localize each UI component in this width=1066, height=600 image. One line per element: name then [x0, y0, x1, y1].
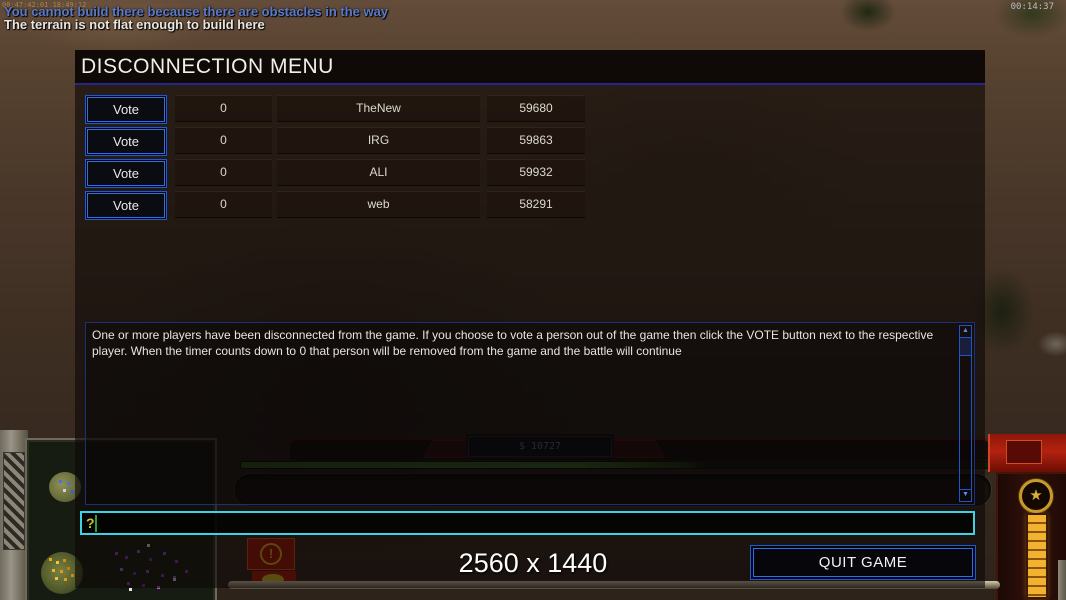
- chat-input-value: ?: [86, 515, 95, 531]
- vote-button[interactable]: Vote: [85, 191, 167, 220]
- faction-emblem-icon: ★: [1019, 479, 1053, 513]
- dialog-title-bar: DISCONNECTION MENU: [75, 50, 985, 83]
- dialog-title: DISCONNECTION MENU: [81, 55, 334, 78]
- player-row: Vote 0 web 58291: [75, 191, 985, 220]
- match-timer: 00:14:37: [1010, 2, 1054, 12]
- player-name: IRG: [277, 127, 480, 154]
- player-name: TheNew: [277, 95, 480, 122]
- timeout-value: 59863: [487, 127, 585, 154]
- player-name: web: [277, 191, 480, 218]
- minimap-unit-dots: [49, 558, 52, 561]
- vote-count: 0: [175, 95, 272, 122]
- hud-corner-frame: [1058, 560, 1066, 600]
- hud-red-inset: [1006, 440, 1042, 464]
- player-row: Vote 0 ALI 59932: [75, 159, 985, 188]
- chat-input[interactable]: ?: [80, 511, 975, 535]
- description-box: One or more players have been disconnect…: [85, 322, 975, 505]
- scrollbar-up-icon[interactable]: ▲: [960, 326, 971, 338]
- player-name: ALI: [277, 159, 480, 186]
- timeout-value: 59680: [487, 95, 585, 122]
- player-row: Vote 0 TheNew 59680: [75, 95, 985, 124]
- disconnection-dialog: DISCONNECTION MENU Vote 0 TheNew 59680 V…: [75, 50, 985, 588]
- quit-game-button[interactable]: QUIT GAME: [750, 545, 976, 580]
- scrollbar[interactable]: ▲ ▼: [959, 325, 972, 502]
- hud-left-frame: [0, 430, 28, 600]
- vote-count: 0: [175, 127, 272, 154]
- experience-gauge: [1026, 513, 1048, 599]
- terrain-warning-message: The terrain is not flat enough to build …: [4, 17, 265, 32]
- timeout-value: 59932: [487, 159, 585, 186]
- scrollbar-down-icon[interactable]: ▼: [960, 489, 971, 501]
- vote-count: 0: [175, 191, 272, 218]
- vote-button[interactable]: Vote: [85, 95, 167, 124]
- title-divider: [75, 83, 985, 85]
- hud-right-panel-top: [988, 434, 1066, 472]
- obstacle-warning-message: You cannot build there because there are…: [4, 4, 389, 19]
- debug-clock-text: 08:47:42:01 18:49:12: [2, 1, 87, 9]
- text-caret: [95, 515, 97, 532]
- vote-count: 0: [175, 159, 272, 186]
- vote-button[interactable]: Vote: [85, 127, 167, 156]
- description-text: One or more players have been disconnect…: [92, 328, 934, 359]
- hazard-stripes: [3, 452, 25, 550]
- player-row: Vote 0 IRG 59863: [75, 127, 985, 156]
- scrollbar-thumb[interactable]: [960, 338, 971, 356]
- timeout-value: 58291: [487, 191, 585, 218]
- vote-button[interactable]: Vote: [85, 159, 167, 188]
- resolution-watermark: 2560 x 1440: [458, 548, 608, 578]
- minimap-unit-dots: [59, 480, 62, 483]
